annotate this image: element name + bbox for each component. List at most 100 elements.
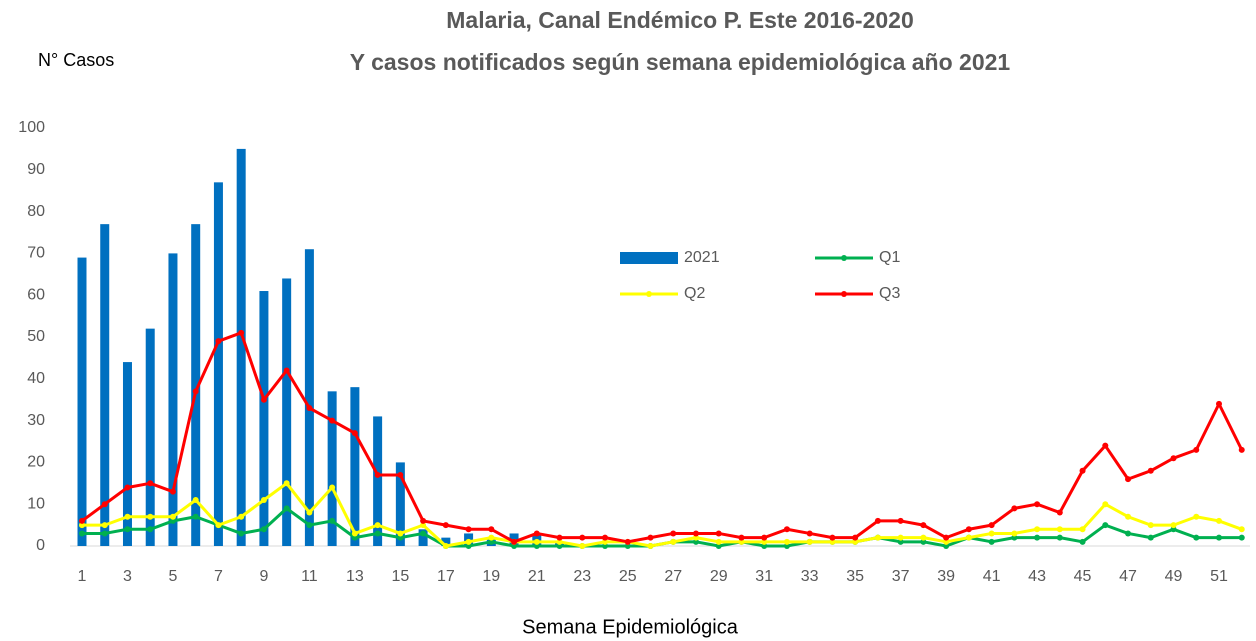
point <box>306 405 313 412</box>
point <box>283 367 290 374</box>
bar <box>236 148 246 546</box>
point <box>101 522 108 529</box>
point <box>783 543 790 549</box>
point <box>329 517 336 524</box>
point <box>79 517 85 524</box>
point <box>1056 526 1063 533</box>
point <box>351 534 358 541</box>
chart-title: Malaria, Canal Endémico P. Este 2016-202… <box>446 7 914 33</box>
point <box>511 538 518 545</box>
point <box>147 513 154 520</box>
point <box>602 543 609 549</box>
bar <box>418 529 428 546</box>
line <box>82 506 1242 548</box>
point <box>943 538 950 545</box>
point <box>1056 509 1063 516</box>
point <box>965 526 972 533</box>
point <box>124 526 131 533</box>
x-tick-label: 45 <box>1074 568 1092 585</box>
point <box>1125 476 1132 483</box>
point <box>238 329 245 336</box>
x-tick-label: 1 <box>78 568 87 585</box>
point <box>715 543 722 549</box>
bar <box>100 224 110 546</box>
point <box>852 534 859 541</box>
point <box>465 538 472 545</box>
point <box>351 430 358 437</box>
point <box>874 517 881 524</box>
y-tick-label: 60 <box>27 286 45 303</box>
point <box>988 538 995 545</box>
x-tick-label: 49 <box>1165 568 1183 585</box>
point <box>1011 505 1018 512</box>
point <box>624 538 631 545</box>
point <box>306 522 313 529</box>
point <box>920 538 927 545</box>
x-tick-label: 33 <box>801 568 819 585</box>
y-tick-label: 30 <box>27 412 45 429</box>
point <box>829 534 836 541</box>
point <box>124 484 131 491</box>
bar <box>191 224 201 546</box>
x-tick-label: 17 <box>437 568 455 585</box>
point <box>1193 513 1200 520</box>
point <box>1079 467 1086 474</box>
y-tick-label: 50 <box>27 328 45 345</box>
point <box>511 543 518 549</box>
point <box>238 513 245 520</box>
chart-subtitle: Y casos notificados según semana epidemi… <box>350 49 1011 75</box>
y-tick-label: 80 <box>27 203 45 220</box>
point <box>602 538 609 545</box>
point <box>169 513 176 520</box>
point <box>874 534 881 541</box>
bar <box>304 249 314 546</box>
point <box>79 530 85 537</box>
y-tick-label: 90 <box>27 161 45 178</box>
point <box>533 543 540 549</box>
point <box>1238 526 1245 533</box>
point <box>147 526 154 533</box>
x-tick-label: 37 <box>892 568 910 585</box>
x-tick-label: 7 <box>214 568 223 585</box>
bar <box>373 416 383 546</box>
point <box>215 338 222 345</box>
point <box>943 534 950 541</box>
point <box>806 538 813 545</box>
point <box>1216 400 1222 407</box>
bar <box>441 537 451 546</box>
point <box>829 538 836 545</box>
legend-marker <box>646 291 652 297</box>
x-tick-label: 23 <box>573 568 591 585</box>
point <box>1056 534 1063 541</box>
y-axis-label: N° Casos <box>38 50 114 70</box>
point <box>806 530 813 537</box>
y-tick-label: 0 <box>36 537 45 554</box>
point <box>1011 530 1018 537</box>
point <box>169 488 176 495</box>
point <box>1147 534 1154 541</box>
x-tick-label: 41 <box>983 568 1001 585</box>
x-tick-label: 13 <box>346 568 364 585</box>
bar <box>395 462 405 546</box>
legend-marker <box>841 255 847 261</box>
point <box>692 538 699 545</box>
point <box>1216 534 1222 541</box>
point <box>1034 534 1041 541</box>
point <box>988 530 995 537</box>
x-tick-label: 39 <box>937 568 955 585</box>
point <box>533 538 540 545</box>
point <box>920 522 927 529</box>
point <box>351 530 358 537</box>
y-tick-label: 10 <box>27 495 45 512</box>
point <box>260 497 267 504</box>
point <box>1170 455 1177 462</box>
point <box>556 543 563 549</box>
point <box>647 543 654 549</box>
point <box>1011 534 1018 541</box>
point <box>1238 446 1245 453</box>
point <box>1238 534 1245 541</box>
point <box>533 530 540 537</box>
point <box>761 534 768 541</box>
point <box>1102 501 1109 508</box>
x-tick-label: 29 <box>710 568 728 585</box>
